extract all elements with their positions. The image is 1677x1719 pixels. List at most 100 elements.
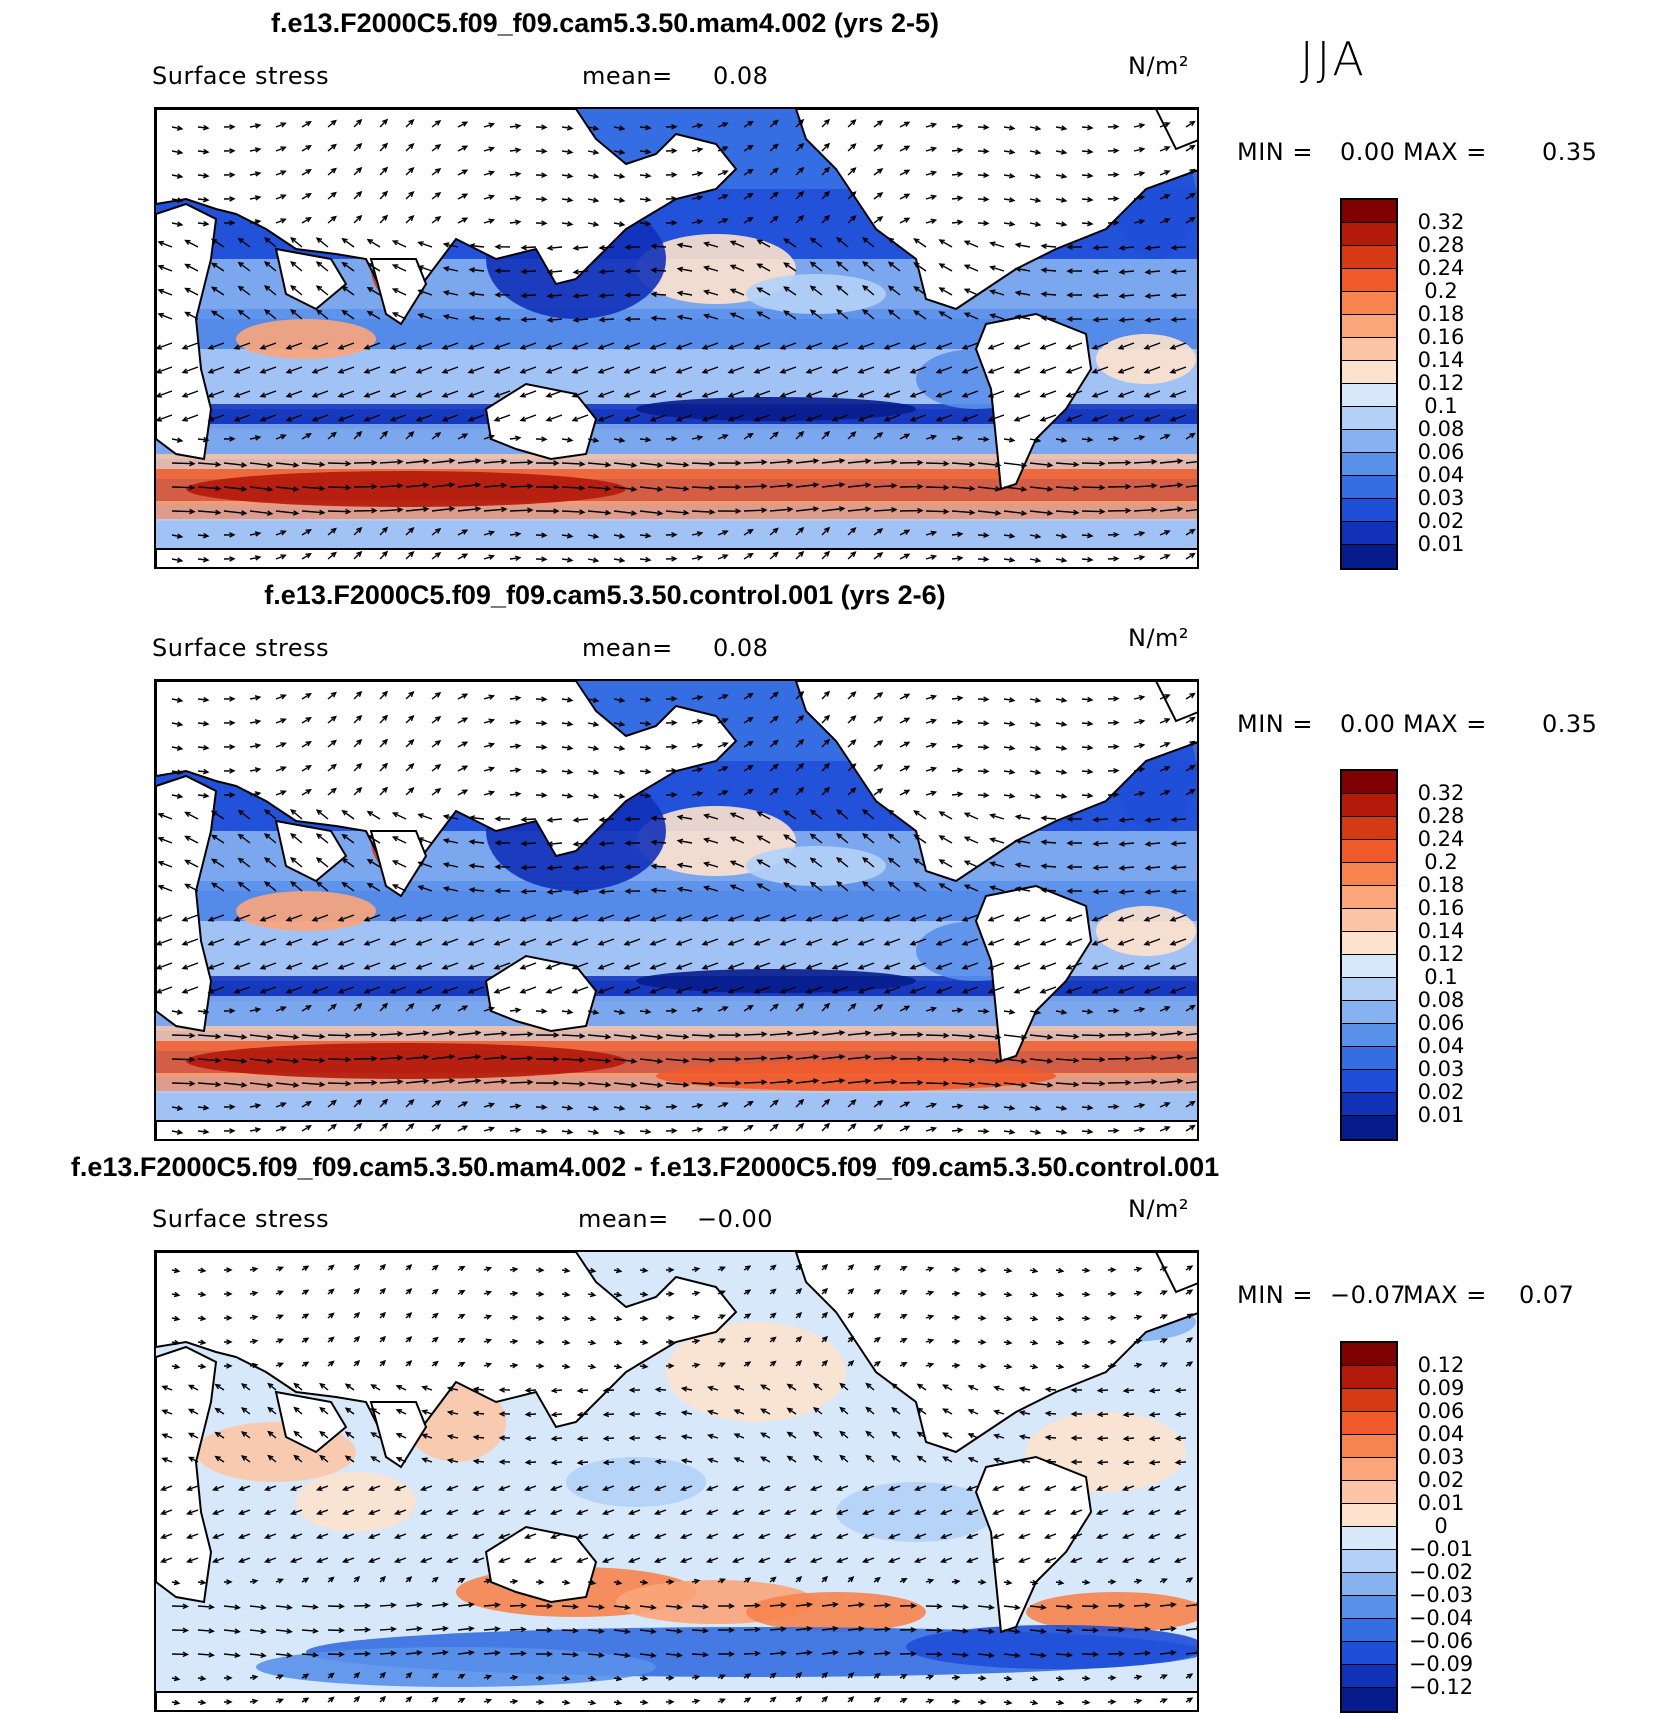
colorbar-swatch — [1342, 361, 1396, 384]
colorbar-swatch — [1342, 407, 1396, 430]
colorbar-tick-label: 0.04 — [1417, 1422, 1465, 1446]
panel-3-variable: Surface stress — [152, 1205, 330, 1233]
colorbar-swatch — [1342, 840, 1396, 863]
colorbar-swatch — [1342, 1047, 1396, 1070]
colorbar-swatch — [1342, 1665, 1396, 1688]
colorbar-swatch — [1342, 1596, 1396, 1619]
colorbar-swatch — [1342, 1435, 1396, 1458]
panel-2-mean-label: mean= — [582, 634, 673, 662]
colorbar-tick-label: 0.32 — [1417, 781, 1465, 805]
colorbar-swatch — [1342, 1688, 1396, 1711]
panel-3-title: f.e13.F2000C5.f09_f09.cam5.3.50.mam4.002… — [70, 1152, 1220, 1182]
colorbar-tick-label: 0 — [1434, 1514, 1448, 1538]
panel-3-units: N/m² — [1128, 1195, 1190, 1223]
panel-2-units: N/m² — [1128, 624, 1190, 652]
colorbar-tick-label: 0.08 — [1417, 988, 1465, 1012]
colorbar-tick-label: 0.16 — [1417, 325, 1465, 349]
panel-1-variable: Surface stress — [152, 62, 330, 90]
panel-2-title: f.e13.F2000C5.f09_f09.cam5.3.50.control.… — [264, 580, 946, 610]
panel-2-colorbar — [1340, 769, 1398, 1141]
colorbar-tick-label: −0.12 — [1408, 1675, 1474, 1699]
panel-2-min-label: MIN = — [1237, 710, 1313, 738]
colorbar-swatch — [1342, 1481, 1396, 1504]
panel-2-map-svg — [156, 681, 1197, 1139]
colorbar-swatch — [1342, 886, 1396, 909]
panel-1-colorbar — [1340, 198, 1398, 570]
panel-3-mean-value: −0.00 — [697, 1205, 774, 1233]
colorbar-swatch — [1342, 476, 1396, 499]
colorbar-tick-label: 0.01 — [1417, 1491, 1465, 1515]
panel-2-max-value: 0.35 — [1542, 710, 1598, 738]
colorbar-swatch — [1342, 453, 1396, 476]
colorbar-tick-label: 0.24 — [1417, 256, 1465, 280]
colorbar-swatch — [1342, 430, 1396, 453]
panel-1-map-svg — [156, 109, 1197, 567]
panel-2-mean-value: 0.08 — [713, 634, 769, 662]
colorbar-swatch — [1342, 1024, 1396, 1047]
colorbar-swatch — [1342, 499, 1396, 522]
colorbar-swatch — [1342, 1116, 1396, 1139]
colorbar-tick-label: 0.2 — [1424, 850, 1458, 874]
colorbar-tick-label: 0.04 — [1417, 1034, 1465, 1058]
colorbar-tick-label: 0.08 — [1417, 417, 1465, 441]
panel-3-map — [154, 1250, 1199, 1712]
panel-3-mean-label: mean= — [578, 1205, 669, 1233]
colorbar-swatch — [1342, 932, 1396, 955]
colorbar-tick-label: 0.24 — [1417, 827, 1465, 851]
panel-1-title: f.e13.F2000C5.f09_f09.cam5.3.50.mam4.002… — [271, 8, 939, 38]
colorbar-tick-label: −0.03 — [1408, 1583, 1474, 1607]
panel-1-units: N/m² — [1128, 52, 1190, 80]
colorbar-swatch — [1342, 223, 1396, 246]
colorbar-tick-label: 0.02 — [1417, 1468, 1465, 1492]
colorbar-tick-label: 0.12 — [1417, 1353, 1465, 1377]
panel-1-max-label: MAX = — [1403, 138, 1487, 166]
colorbar-tick-label: 0.14 — [1417, 919, 1465, 943]
colorbar-tick-label: −0.04 — [1408, 1606, 1474, 1630]
panel-2-min-value: 0.00 — [1340, 710, 1396, 738]
colorbar-tick-label: −0.09 — [1408, 1652, 1474, 1676]
colorbar-swatch — [1342, 1504, 1396, 1527]
colorbar-tick-label: 0.02 — [1417, 1080, 1465, 1104]
colorbar-tick-label: 0.12 — [1417, 371, 1465, 395]
panel-3-map-svg — [156, 1252, 1197, 1710]
season-label: JJA — [1300, 32, 1367, 86]
colorbar-swatch — [1342, 817, 1396, 840]
colorbar-swatch — [1342, 315, 1396, 338]
colorbar-tick-label: 0.04 — [1417, 463, 1465, 487]
colorbar-swatch — [1342, 1573, 1396, 1596]
colorbar-swatch — [1342, 909, 1396, 932]
panel-1-mean-label: mean= — [582, 62, 673, 90]
colorbar-tick-label: 0.1 — [1424, 394, 1458, 418]
panel-3-max-label: MAX = — [1403, 1281, 1487, 1309]
colorbar-swatch — [1342, 1550, 1396, 1573]
colorbar-swatch — [1342, 1070, 1396, 1093]
colorbar-swatch — [1342, 292, 1396, 315]
panel-1-mean-value: 0.08 — [713, 62, 769, 90]
panel-2-max-label: MAX = — [1403, 710, 1487, 738]
colorbar-tick-label: 0.16 — [1417, 896, 1465, 920]
colorbar-swatch — [1342, 545, 1396, 568]
colorbar-swatch — [1342, 863, 1396, 886]
panel-1-min-value: 0.00 — [1340, 138, 1396, 166]
colorbar-swatch — [1342, 978, 1396, 1001]
colorbar-swatch — [1342, 269, 1396, 292]
panel-3-min-value: −0.07 — [1330, 1281, 1407, 1309]
colorbar-swatch — [1342, 771, 1396, 794]
panel-2-map — [154, 679, 1199, 1141]
colorbar-tick-label: 0.28 — [1417, 233, 1465, 257]
colorbar-tick-label: 0.03 — [1417, 1445, 1465, 1469]
colorbar-tick-label: 0.18 — [1417, 873, 1465, 897]
colorbar-tick-label: 0.2 — [1424, 279, 1458, 303]
colorbar-tick-label: 0.06 — [1417, 1011, 1465, 1035]
colorbar-swatch — [1342, 794, 1396, 817]
colorbar-swatch — [1342, 955, 1396, 978]
colorbar-tick-label: 0.12 — [1417, 942, 1465, 966]
colorbar-tick-label: 0.18 — [1417, 302, 1465, 326]
colorbar-swatch — [1342, 200, 1396, 223]
panel-1-max-value: 0.35 — [1542, 138, 1598, 166]
colorbar-tick-label: 0.02 — [1417, 509, 1465, 533]
colorbar-swatch — [1342, 1527, 1396, 1550]
colorbar-tick-label: 0.01 — [1417, 1103, 1465, 1127]
colorbar-tick-label: 0.06 — [1417, 1399, 1465, 1423]
colorbar-swatch — [1342, 1412, 1396, 1435]
